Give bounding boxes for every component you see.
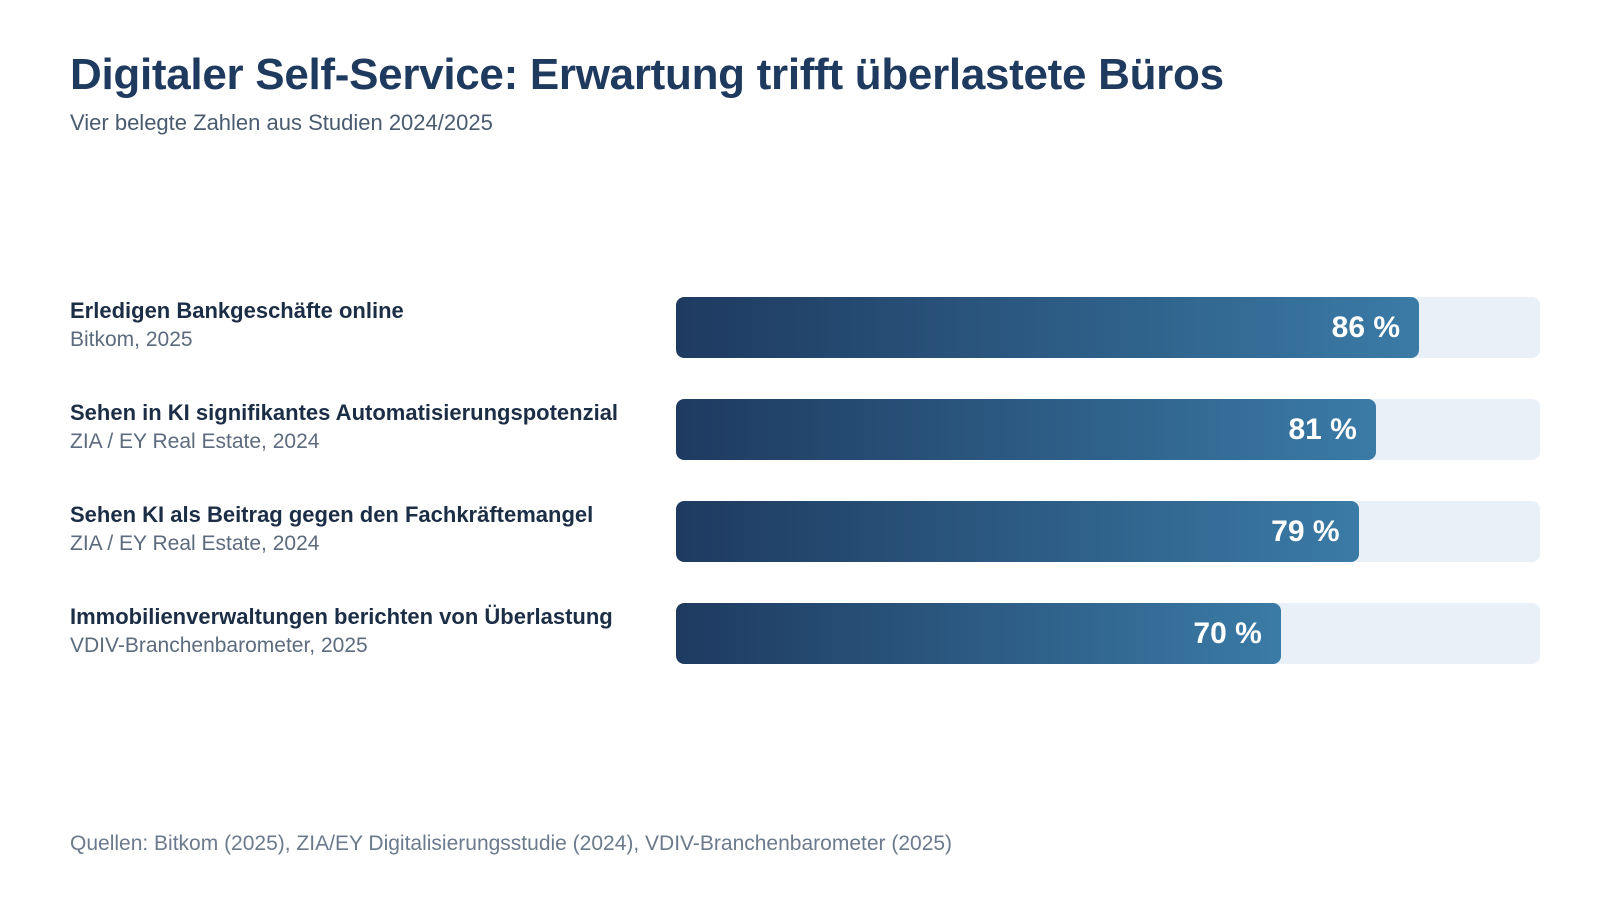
bar-label: Erledigen Bankgeschäfte online [70, 298, 404, 323]
bar-value-label: 70 % [1193, 617, 1262, 650]
bar-track: 81 % [676, 399, 1540, 460]
bar-label: Immobilienverwaltungen berichten von Übe… [70, 604, 613, 629]
source-footnote: Quellen: Bitkom (2025), ZIA/EY Digitalis… [70, 832, 953, 855]
bar-chart: Erledigen Bankgeschäfte online Bitkom, 2… [70, 297, 1540, 705]
bar-value-label: 79 % [1271, 515, 1340, 548]
bar-label: Sehen KI als Beitrag gegen den Fachkräft… [70, 502, 594, 527]
bar-track: 86 % [676, 297, 1540, 358]
chart-title: Digitaler Self-Service: Erwartung trifft… [70, 50, 1224, 99]
bar-source: ZIA / EY Real Estate, 2024 [70, 430, 320, 453]
bar-source: Bitkom, 2025 [70, 328, 193, 351]
bar-row: Erledigen Bankgeschäfte online Bitkom, 2… [70, 297, 1540, 358]
bar-row-text: Erledigen Bankgeschäfte online Bitkom, 2… [70, 297, 670, 355]
bar-source: ZIA / EY Real Estate, 2024 [70, 532, 320, 555]
bar: 79 % [676, 501, 1359, 562]
bar: 70 % [676, 603, 1281, 664]
bar-row-text: Sehen KI als Beitrag gegen den Fachkräft… [70, 501, 670, 559]
bar-track: 70 % [676, 603, 1540, 664]
bar-row-text: Immobilienverwaltungen berichten von Übe… [70, 603, 670, 661]
chart-subtitle: Vier belegte Zahlen aus Studien 2024/202… [70, 110, 493, 135]
bar-source: VDIV-Branchenbarometer, 2025 [70, 634, 368, 657]
bar: 86 % [676, 297, 1420, 358]
bar-label: Sehen in KI signifikantes Automatisierun… [70, 400, 619, 425]
bar-row: Sehen in KI signifikantes Automatisierun… [70, 399, 1540, 460]
bar: 81 % [676, 399, 1376, 460]
bar-row: Immobilienverwaltungen berichten von Übe… [70, 603, 1540, 664]
bar-value-label: 81 % [1288, 413, 1357, 446]
bar-row: Sehen KI als Beitrag gegen den Fachkräft… [70, 501, 1540, 562]
bar-row-text: Sehen in KI signifikantes Automatisierun… [70, 399, 670, 457]
bar-value-label: 86 % [1331, 311, 1401, 344]
bar-track: 79 % [676, 501, 1540, 562]
